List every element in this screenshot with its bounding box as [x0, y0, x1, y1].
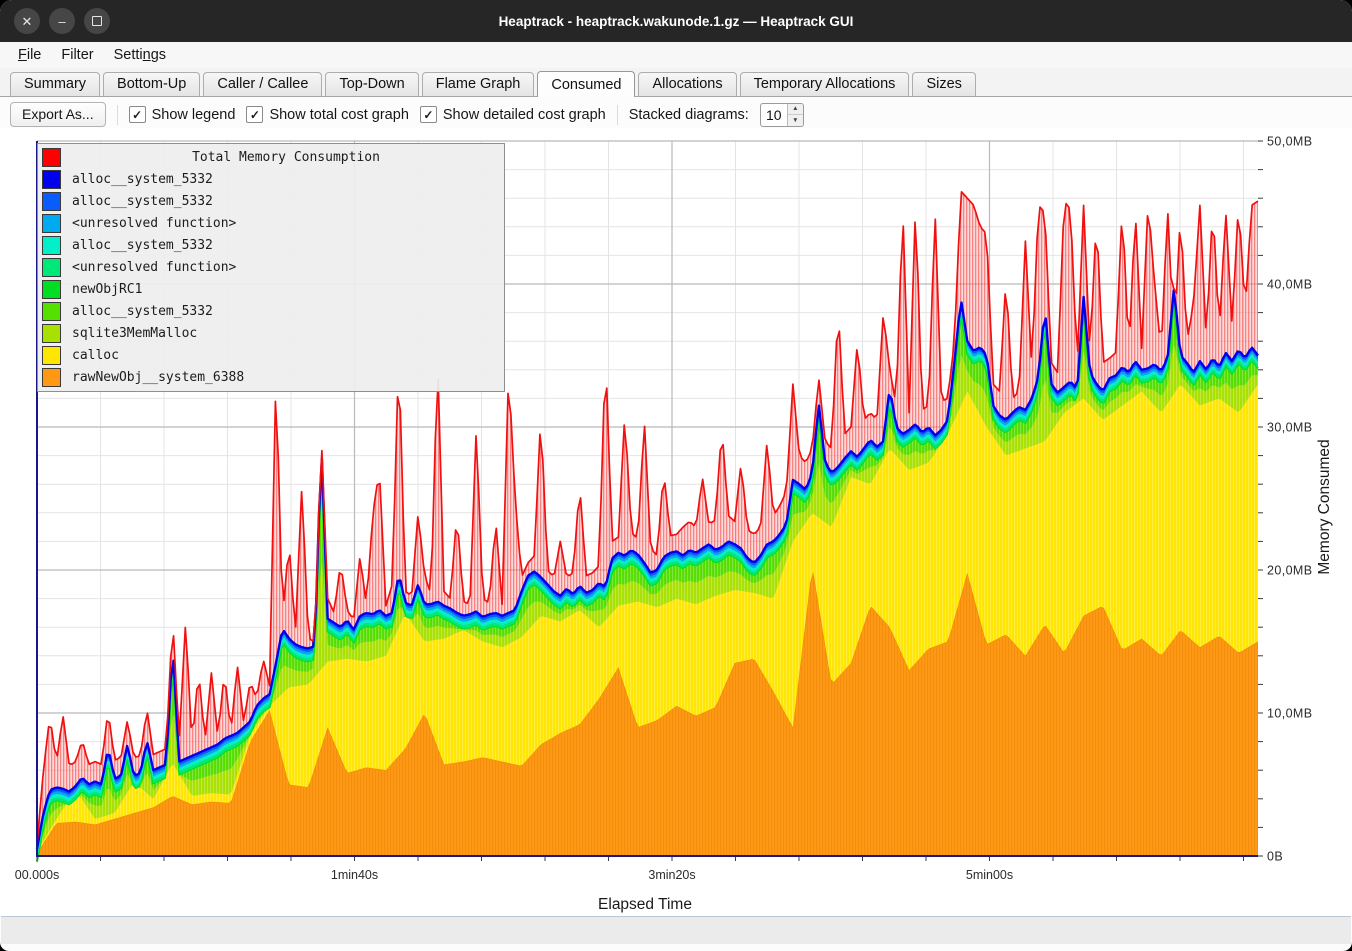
export-as-button[interactable]: Export As...	[10, 102, 106, 127]
legend-swatch	[42, 236, 61, 255]
menu-item-filter[interactable]: Filter	[51, 45, 103, 65]
window-controls: ✕ –	[14, 8, 110, 34]
legend-item: calloc	[42, 344, 500, 366]
legend-swatch	[42, 280, 61, 299]
legend-item: <unresolved function>	[42, 212, 500, 234]
tab-allocations[interactable]: Allocations	[638, 72, 736, 96]
tab-bar: SummaryBottom-UpCaller / CalleeTop-DownF…	[0, 68, 1352, 97]
menu-item-file[interactable]: File	[8, 45, 51, 65]
tab-sizes[interactable]: Sizes	[912, 72, 975, 96]
toolbar-separator	[117, 105, 118, 125]
window-title: Heaptrack - heaptrack.wakunode.1.gz — He…	[0, 14, 1352, 29]
spinner-down-icon[interactable]: ▼	[788, 115, 803, 126]
stacked-diagrams-value[interactable]: 10	[761, 104, 787, 126]
tab-summary[interactable]: Summary	[10, 72, 100, 96]
checkbox-label: Show legend	[152, 107, 236, 123]
titlebar: ✕ – Heaptrack - heaptrack.wakunode.1.gz …	[0, 0, 1352, 42]
heaptrack-window: ✕ – Heaptrack - heaptrack.wakunode.1.gz …	[0, 0, 1352, 951]
tab-consumed[interactable]: Consumed	[537, 71, 635, 97]
legend-swatch	[42, 368, 61, 387]
legend-item: <unresolved function>	[42, 256, 500, 278]
legend-label: alloc__system_5332	[72, 304, 213, 319]
legend-item: alloc__system_5332	[42, 234, 500, 256]
tab-flame-graph[interactable]: Flame Graph	[422, 72, 535, 96]
checkmark-icon[interactable]: ✓	[129, 106, 146, 123]
toolbar-separator	[617, 105, 618, 125]
checkbox-label: Show total cost graph	[269, 107, 408, 123]
legend-item: newObjRC1	[42, 278, 500, 300]
tab-bottom-up[interactable]: Bottom-Up	[103, 72, 200, 96]
spinner-up-icon[interactable]: ▲	[788, 104, 803, 116]
checkmark-icon[interactable]: ✓	[420, 106, 437, 123]
tab-temporary-allocations[interactable]: Temporary Allocations	[740, 72, 910, 96]
legend-item: alloc__system_5332	[42, 168, 500, 190]
legend-label: alloc__system_5332	[72, 238, 213, 253]
checkmark-icon[interactable]: ✓	[246, 106, 263, 123]
stacked-diagrams-spinner[interactable]: 10 ▲ ▼	[760, 103, 804, 127]
legend-swatch	[42, 214, 61, 233]
minimize-button-icon[interactable]: –	[49, 8, 75, 34]
legend-swatch	[42, 346, 61, 365]
tab-caller-callee[interactable]: Caller / Callee	[203, 72, 322, 96]
legend-label: <unresolved function>	[72, 260, 236, 275]
stacked-diagrams-label: Stacked diagrams:	[629, 107, 749, 123]
legend-label: <unresolved function>	[72, 216, 236, 231]
legend-title: Total Memory Consumption	[72, 150, 500, 165]
legend-item: alloc__system_5332	[42, 300, 500, 322]
legend-swatch	[42, 192, 61, 211]
legend-label: calloc	[72, 348, 119, 363]
menu-bar: FileFilterSettings	[0, 42, 1352, 68]
checkbox-show-total-cost-graph[interactable]: ✓ Show total cost graph	[246, 106, 408, 123]
chart-legend: Total Memory Consumption alloc__system_53…	[37, 143, 505, 392]
legend-item: rawNewObj__system_6388	[42, 366, 500, 388]
legend-swatch	[42, 324, 61, 343]
checkbox-show-legend[interactable]: ✓ Show legend	[129, 106, 236, 123]
legend-label: alloc__system_5332	[72, 172, 213, 187]
legend-swatch	[42, 258, 61, 277]
legend-swatch	[42, 302, 61, 321]
legend-label: rawNewObj__system_6388	[72, 370, 244, 385]
legend-label: sqlite3MemMalloc	[72, 326, 197, 341]
toolbar: Export As... ✓ Show legend ✓ Show total cos…	[0, 97, 1352, 130]
toolbar-checkboxes: ✓ Show legend ✓ Show total cost graph ✓ Show …	[129, 106, 606, 123]
legend-item: alloc__system_5332	[42, 190, 500, 212]
legend-label: alloc__system_5332	[72, 194, 213, 209]
menu-item-settings[interactable]: Settings	[104, 45, 176, 65]
maximize-button-icon[interactable]	[84, 8, 110, 34]
checkbox-label: Show detailed cost graph	[443, 107, 606, 123]
close-button-icon[interactable]: ✕	[14, 8, 40, 34]
tab-top-down[interactable]: Top-Down	[325, 72, 418, 96]
legend-label: newObjRC1	[72, 282, 142, 297]
status-strip	[1, 916, 1351, 944]
legend-title-row: Total Memory Consumption	[42, 146, 500, 168]
legend-swatch-total	[42, 148, 61, 167]
checkbox-show-detailed-cost-graph[interactable]: ✓ Show detailed cost graph	[420, 106, 606, 123]
legend-item: sqlite3MemMalloc	[42, 322, 500, 344]
legend-swatch	[42, 170, 61, 189]
